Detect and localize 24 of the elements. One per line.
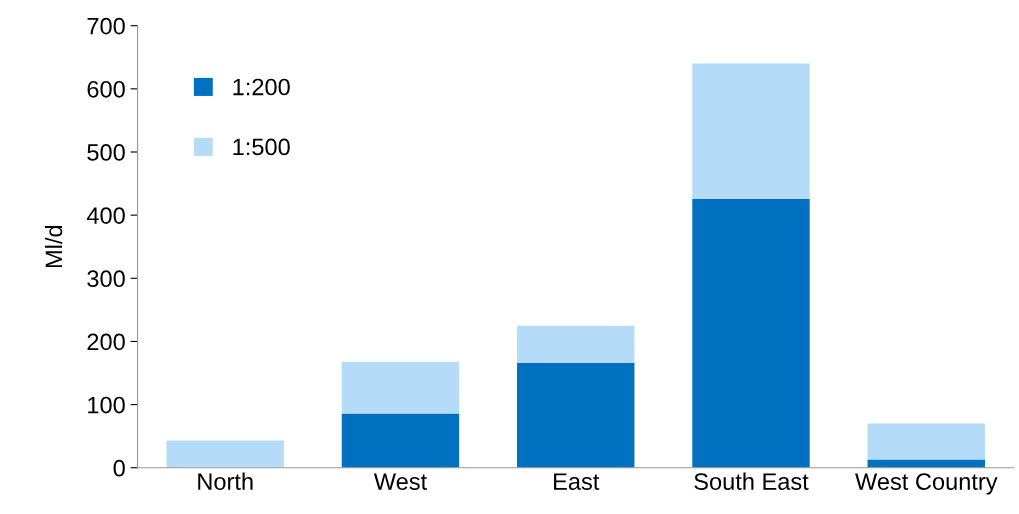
- x-tick-label: West Country: [855, 473, 998, 495]
- legend-label: 1:200: [233, 78, 290, 96]
- bar: [517, 325, 635, 363]
- x-tick-label: West: [373, 473, 427, 490]
- y-tick-label: 600: [87, 80, 125, 98]
- x-tick-label: East: [554, 473, 600, 490]
- y-tick-label: 0: [113, 459, 125, 477]
- y-tick-label: 100: [88, 396, 125, 414]
- x-tick-label: North: [198, 472, 253, 490]
- y-tick-label: 200: [87, 333, 125, 351]
- x-tick-label: South East: [694, 472, 809, 490]
- bar: [867, 423, 985, 460]
- bar: [692, 63, 810, 199]
- bar: [166, 440, 284, 468]
- bar: [341, 361, 460, 414]
- y-tick-label: 500: [87, 144, 125, 161]
- y-tick-label: 400: [86, 207, 125, 224]
- y-tick-label: 300: [87, 270, 125, 288]
- bar: [692, 198, 810, 468]
- y-axis-title: Ml/d: [44, 225, 63, 268]
- bar: [341, 413, 460, 468]
- y-tick-label: 700: [87, 17, 125, 35]
- bar: [517, 362, 635, 468]
- legend-label: 1:500: [233, 138, 290, 156]
